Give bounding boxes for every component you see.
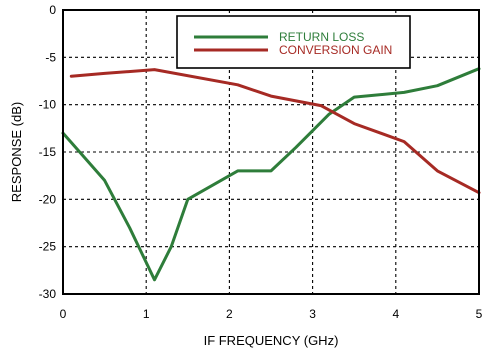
x-tick-label: 4 — [392, 307, 399, 321]
y-tick-label: -10 — [39, 98, 57, 112]
plot-frame — [62, 9, 480, 295]
series-lines — [61, 67, 481, 282]
tick-labels: 0 1 2 3 4 5 0 -5 -10 -15 -20 -25 -30 — [39, 3, 483, 321]
y-axis-label: RESPONSE (dB) — [9, 102, 24, 202]
x-tick-label: 1 — [143, 307, 150, 321]
y-tick-label: 0 — [49, 3, 56, 17]
series-line-return-loss — [61, 67, 481, 282]
legend-box — [176, 15, 411, 69]
y-tick-label: -30 — [39, 287, 57, 301]
x-axis-label: IF FREQUENCY (GHz) — [204, 333, 339, 348]
y-tick-label: -5 — [45, 50, 56, 64]
y-tick-label: -25 — [39, 240, 57, 254]
x-tick-label: 2 — [226, 307, 233, 321]
x-tick-label: 5 — [476, 307, 483, 321]
y-tick-label: -20 — [39, 192, 57, 206]
legend-label-conversion-gain: CONVERSION GAIN — [279, 43, 392, 57]
x-tick-label: 3 — [309, 307, 316, 321]
y-tick-label: -15 — [39, 145, 57, 159]
legend-label-return-loss: RETURN LOSS — [279, 30, 364, 44]
x-tick-label: 0 — [60, 307, 67, 321]
series-line-conversion-gain — [69, 68, 481, 195]
grid-lines — [63, 10, 479, 294]
legend: RETURN LOSS CONVERSION GAIN — [176, 15, 411, 69]
